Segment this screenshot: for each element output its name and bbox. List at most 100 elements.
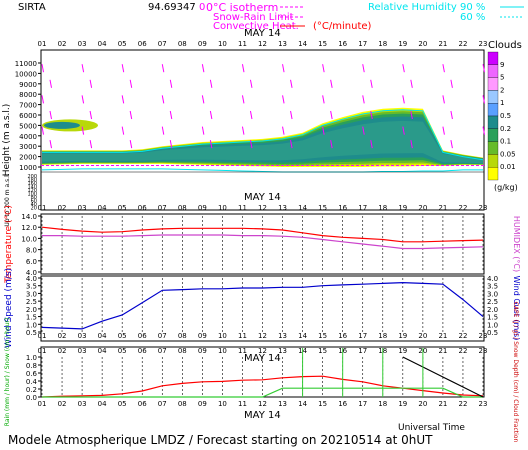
hour-label-clouds-bottom: 14: [298, 204, 307, 212]
clouds-ytick-label-lower: 80: [31, 195, 37, 201]
precip-series-1: [42, 387, 483, 398]
precip-series-0: [41, 375, 484, 398]
hour-label-wind: 03: [78, 332, 87, 340]
temperature-ytick-label: 10.0: [21, 235, 37, 243]
rh-contour-lower: [41, 168, 483, 173]
colorbar-cell: [487, 103, 499, 117]
wind-arrow: [450, 110, 453, 120]
hour-label-bottom: 11: [238, 400, 247, 408]
temperature-series-1: [42, 234, 484, 250]
hour-label-precip-top: 11: [238, 347, 247, 355]
precip-ytick-label: 1.0: [26, 354, 37, 362]
universal-time-label: Universal Time: [398, 423, 465, 433]
wind-arrow: [241, 95, 245, 104]
hour-label-top: 19: [398, 40, 407, 48]
wind-arrow: [282, 126, 285, 135]
wind-arrow: [41, 95, 44, 104]
hour-label-clouds-bottom: 09: [198, 204, 207, 212]
hour-label-clouds-bottom: 06: [138, 204, 147, 212]
hour-label-top: 20: [418, 40, 427, 48]
wind-arrow: [129, 110, 133, 120]
hour-label-clouds-bottom: 03: [78, 204, 87, 212]
wind-ytick-label: 2.5: [26, 298, 37, 306]
hour-label-precip-top: 15: [318, 347, 327, 355]
hour-label-top: 23: [479, 40, 488, 48]
wind-arrow: [282, 64, 285, 73]
hour-label-precip-top: 05: [118, 347, 127, 355]
clouds-colorbar: 9 5 2 1 0.5 0.2 0.1 0.05 0.01: [487, 51, 516, 181]
clouds-ytick-label: 5000: [19, 122, 37, 130]
wind-arrow: [330, 79, 333, 88]
hour-label-bottom: 20: [418, 400, 427, 408]
colorbar-label: 0.05: [500, 150, 516, 158]
wind-arrow: [201, 126, 205, 135]
wind-arrow: [402, 64, 405, 73]
wind-arrow: [410, 110, 413, 120]
wind-arrow: [161, 64, 165, 73]
hour-label-clouds-bottom: 10: [218, 204, 227, 212]
hour-label-top: 07: [158, 40, 167, 48]
colorbar-label: 0.01: [500, 163, 516, 171]
hour-label-clouds-bottom: 15: [318, 204, 327, 212]
cloud-patch-upper-core: [44, 121, 80, 129]
hour-label-bottom: 05: [118, 400, 127, 408]
precip-ytick-label: 0.0: [26, 394, 37, 402]
hour-label-wind: 16: [338, 332, 347, 340]
hour-label-top: 18: [378, 40, 387, 48]
wind-arrow: [169, 140, 173, 149]
grid-layer: [38, 62, 484, 398]
legend-convective: Convective Heat.: [213, 21, 299, 32]
gust-ytick-label: 1.5: [487, 314, 498, 322]
wind-arrow: [49, 110, 52, 120]
wind-arrow: [322, 95, 325, 104]
hour-label-precip-top: 20: [418, 347, 427, 355]
legend-convective-unit: (°C/minute): [313, 21, 372, 32]
wind-arrow: [322, 64, 325, 73]
wind-arrow: [450, 140, 453, 149]
wind-arrow: [450, 79, 453, 88]
wind-arrow: [161, 126, 165, 135]
colorbar-cell: [487, 115, 499, 129]
wind-arrow: [282, 95, 285, 104]
wind-arrow: [161, 95, 165, 104]
colorbar-cell: [487, 167, 499, 181]
clouds-ytick-label-lower: 140: [27, 185, 37, 191]
wind-arrow: [209, 140, 213, 149]
wind-ytick-label: 1.0: [26, 321, 37, 329]
wind-arrow: [249, 140, 253, 149]
colorbar-label: 9: [500, 61, 504, 69]
hour-label-clouds-bottom: 12: [258, 204, 267, 212]
hour-label-wind: 13: [278, 332, 287, 340]
station-coords: 94.69347: [148, 2, 196, 13]
hour-label-precip-top: 12: [258, 347, 267, 355]
hour-label-top: 06: [138, 40, 147, 48]
wind-arrow: [482, 64, 485, 73]
wind-arrow: [290, 140, 293, 149]
wind-arrow: [49, 140, 52, 149]
precip-date-label-lower: MAY 14: [244, 410, 281, 421]
hour-label-precip-top: 19: [398, 347, 407, 355]
hour-label-wind: 01: [38, 332, 47, 340]
wind-arrow: [290, 79, 293, 88]
hour-label-precip-top: 22: [458, 347, 467, 355]
hour-label-top: 04: [98, 40, 107, 48]
hour-label-bottom: 22: [458, 400, 467, 408]
hour-label-clouds-bottom: 13: [278, 204, 287, 212]
hour-label-wind: 06: [138, 332, 147, 340]
hour-label-bottom: 02: [58, 400, 67, 408]
cape-ylabel: CAPE (J / g) / Snow Depth (cm) / Cloud F…: [512, 302, 519, 443]
wind-arrow: [442, 95, 445, 104]
clouds-ytick-label: 7000: [19, 102, 37, 110]
wind-arrow: [402, 126, 405, 135]
wind-arrow: [49, 79, 52, 88]
wind-arrow: [129, 79, 133, 88]
wind-arrow: [482, 126, 485, 135]
clouds-ytick-label-lower: 60: [31, 199, 37, 205]
wind-ytick-label: 3.5: [26, 283, 37, 291]
gust-ytick-label: 3.0: [487, 290, 498, 298]
hour-label-top: 15: [318, 40, 327, 48]
hour-label-wind: 02: [58, 332, 67, 340]
wind-arrow: [370, 110, 373, 120]
clouds-ytick-label-lower: 180: [27, 178, 37, 184]
hour-label-bottom: 17: [358, 400, 367, 408]
